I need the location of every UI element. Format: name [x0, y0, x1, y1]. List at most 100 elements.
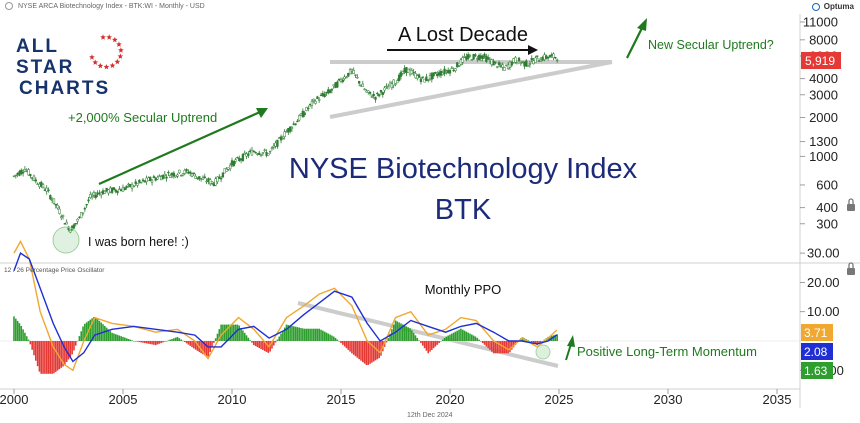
ppo-histogram-bar	[276, 339, 279, 341]
ppo-histogram-bar	[67, 341, 70, 360]
price-candle	[512, 58, 515, 63]
ppo-histogram-bar	[116, 334, 119, 341]
price-candle	[100, 192, 103, 196]
ppo-histogram-bar	[512, 341, 515, 348]
ppo-histogram-bar	[354, 341, 357, 357]
ppo-histogram-bar	[113, 333, 115, 341]
price-candle	[83, 208, 86, 210]
ppo-histogram-bar	[42, 341, 44, 374]
logo-star	[97, 62, 104, 69]
ppo-histogram-bar	[31, 341, 33, 350]
ppo-histogram-bar	[414, 335, 417, 341]
price-candle	[32, 175, 36, 181]
price-candle	[336, 81, 339, 88]
ppo-histogram-bar	[349, 341, 351, 352]
ppo-histogram-bar	[440, 341, 442, 342]
ppo-histogram-bar	[398, 322, 400, 341]
ppo-histogram-bar	[476, 337, 479, 341]
ppo-histogram-bar	[298, 327, 301, 341]
ppo-histogram-bar	[490, 341, 493, 352]
price-candle	[58, 208, 61, 214]
price-candle	[227, 167, 230, 170]
price-candle	[272, 145, 275, 148]
support-trendline	[329, 60, 613, 119]
price-candle	[414, 73, 417, 79]
ppo-histogram-bar	[71, 341, 73, 355]
ppo-histogram-bar	[271, 341, 273, 349]
price-candle	[316, 96, 319, 99]
price-candle	[38, 183, 41, 187]
price-candle	[267, 153, 270, 156]
ppo-histogram-bar	[325, 332, 328, 341]
secular-uptrend-label: +2,000% Secular Uptrend	[68, 110, 217, 125]
ppo-histogram-bar	[13, 316, 15, 341]
price-candle	[205, 180, 208, 183]
price-candle	[388, 82, 392, 87]
ppo-histogram-bar	[165, 341, 168, 342]
price-candle	[437, 72, 441, 76]
ppo-histogram-bar	[280, 333, 282, 341]
price-candle	[461, 57, 464, 63]
ppo-histogram-bar	[385, 341, 388, 343]
price-candle	[121, 187, 125, 192]
price-candle	[287, 128, 290, 133]
price-candle	[261, 152, 265, 154]
ppo-histogram-bar	[400, 323, 402, 341]
lock-icon[interactable]	[847, 198, 855, 211]
ppo-histogram-bar	[500, 341, 502, 354]
settings-icon[interactable]	[5, 2, 13, 10]
price-candle	[63, 223, 67, 225]
ppo-signal-line	[13, 252, 558, 363]
price-candle	[132, 185, 136, 188]
new-uptrend-arrowhead	[637, 18, 647, 31]
price-candle	[354, 74, 357, 76]
price-candle	[170, 172, 174, 176]
ppo-histogram-bar	[220, 324, 222, 341]
ppo-histogram-bar	[36, 341, 39, 367]
price-candle	[76, 218, 79, 222]
price-candle	[526, 64, 530, 67]
ppo-histogram-bar	[332, 336, 335, 341]
price-candle	[243, 152, 246, 155]
lock-icon[interactable]	[847, 262, 855, 275]
price-candle	[430, 73, 433, 80]
ppo-histogram-bar	[362, 341, 364, 363]
price-candle	[25, 170, 28, 172]
price-candle	[41, 184, 45, 188]
price-candle	[74, 223, 77, 225]
price-candle	[223, 168, 226, 174]
last-price-tag	[801, 52, 841, 69]
price-candle	[239, 158, 243, 161]
ppo-histogram-bar	[465, 331, 468, 341]
price-candle	[296, 120, 299, 123]
ppo-histogram-bar	[536, 341, 538, 346]
ppo-histogram-bar	[472, 335, 475, 341]
ppo-histogram-bar	[127, 338, 130, 341]
price-candle	[376, 92, 379, 95]
price-candle	[425, 76, 428, 81]
ppo-histogram-bar	[213, 341, 215, 343]
price-candle	[530, 57, 533, 61]
price-candle	[130, 183, 134, 189]
price-candle	[105, 187, 108, 192]
ppo-histogram-bar	[378, 341, 380, 359]
price-candle	[496, 66, 499, 68]
price-candle	[81, 212, 85, 214]
ppo-histogram-bar	[416, 337, 419, 341]
price-candle	[161, 174, 165, 179]
price-candle	[125, 185, 128, 188]
price-candle	[110, 187, 114, 193]
ppo-histogram-bar	[20, 325, 23, 341]
price-candle	[172, 172, 176, 177]
y-tick-label: 2000	[809, 110, 838, 125]
price-candle	[181, 173, 185, 176]
price-candle	[427, 79, 430, 81]
ppo-histogram-bar	[100, 322, 102, 341]
ppo-histogram-bar	[541, 341, 544, 342]
momentum-label: Positive Long-Term Momentum	[577, 344, 757, 359]
price-candle	[298, 115, 301, 121]
logo-star	[103, 64, 110, 70]
ppo-histogram-bar	[207, 341, 210, 357]
price-candle	[249, 150, 252, 152]
price-candle	[94, 194, 97, 198]
